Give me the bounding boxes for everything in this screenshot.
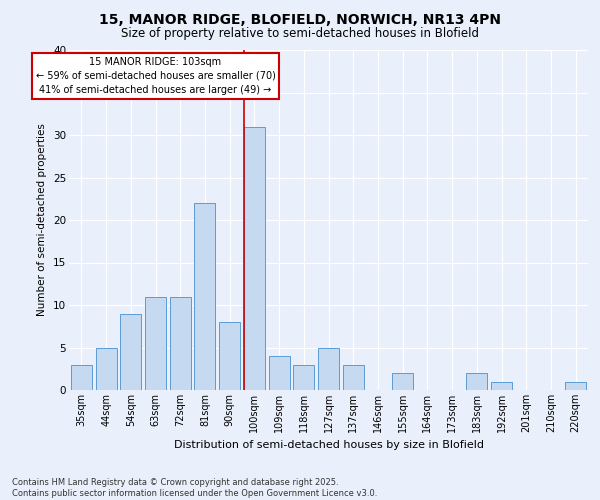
Bar <box>318 348 339 390</box>
Bar <box>343 364 364 390</box>
Bar <box>71 364 92 390</box>
Bar <box>565 382 586 390</box>
Text: 15, MANOR RIDGE, BLOFIELD, NORWICH, NR13 4PN: 15, MANOR RIDGE, BLOFIELD, NORWICH, NR13… <box>99 12 501 26</box>
Bar <box>145 296 166 390</box>
Bar <box>194 203 215 390</box>
Bar <box>120 314 141 390</box>
Bar <box>491 382 512 390</box>
Bar <box>392 373 413 390</box>
Text: 15 MANOR RIDGE: 103sqm
← 59% of semi-detached houses are smaller (70)
41% of sem: 15 MANOR RIDGE: 103sqm ← 59% of semi-det… <box>35 57 275 95</box>
Text: Size of property relative to semi-detached houses in Blofield: Size of property relative to semi-detach… <box>121 28 479 40</box>
Bar <box>244 126 265 390</box>
Bar <box>293 364 314 390</box>
Y-axis label: Number of semi-detached properties: Number of semi-detached properties <box>37 124 47 316</box>
Text: Contains HM Land Registry data © Crown copyright and database right 2025.
Contai: Contains HM Land Registry data © Crown c… <box>12 478 377 498</box>
Bar <box>219 322 240 390</box>
Bar <box>269 356 290 390</box>
X-axis label: Distribution of semi-detached houses by size in Blofield: Distribution of semi-detached houses by … <box>173 440 484 450</box>
Bar <box>466 373 487 390</box>
Bar <box>95 348 116 390</box>
Bar <box>170 296 191 390</box>
